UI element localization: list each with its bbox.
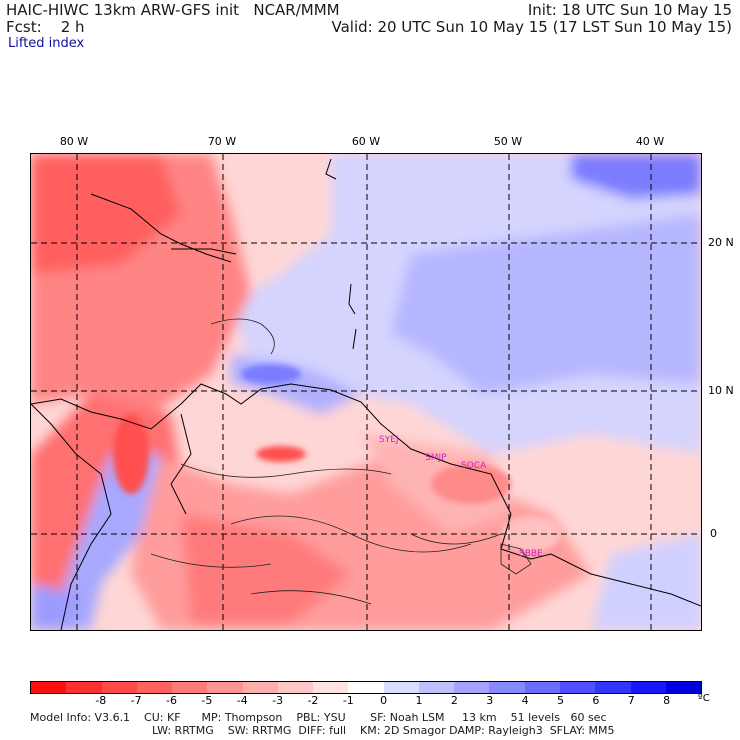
colorbar-tick-label: 8 [663,694,671,707]
station-sbbe: SBBE [519,549,543,559]
colorbar-swatch [665,682,702,693]
lat-label-0: 0 [710,527,717,540]
lat-label-20n: 20 N [708,236,734,249]
colorbar-tick-label: -8 [95,694,107,707]
colorbar-tick-label: 2 [450,694,458,707]
station-smjp: SMJP [425,453,447,463]
colorbar-tick-label: 0 [380,694,388,707]
colorbar-swatch [595,682,631,693]
colorbar-tick-label: 6 [592,694,600,707]
init-time: Init: 18 UTC Sun 10 May 15 [527,1,732,19]
coastlines [31,158,701,630]
colorbar-tick-label: -1 [342,694,354,707]
lon-label-40w: 40 W [635,135,665,148]
field-name: Lifted index [8,36,85,51]
colorbar-tick-label: -4 [236,694,248,707]
colorbar-tick-label: -5 [201,694,213,707]
colorbar-tick-label: -6 [165,694,177,707]
contours [150,318,532,605]
colorbar-swatch [313,682,349,693]
footer-physics-info: LW: RRTMG SW: RRTMG DIFF: full KM: 2D Sm… [152,724,615,737]
map-canvas: SYEJ SMJP SOCA SBBE [31,154,701,630]
colorbar-tick-label: -2 [307,694,319,707]
colorbar-swatch [242,682,278,693]
lon-label-60w: 60 W [351,135,381,148]
colorbar-tick-label: -7 [130,694,142,707]
colorbar-tick-label: 1 [415,694,423,707]
colorbar-tick-label: -3 [272,694,284,707]
colorbar-swatch [31,682,67,693]
colorbar-swatch [383,682,419,693]
colorbar-unit: ºC [698,693,710,704]
colorbar-swatch [454,682,490,693]
colorbar-swatch [101,682,137,693]
lifted-index-map: SYEJ SMJP SOCA SBBE [30,153,702,631]
colorbar-tick-label: 3 [486,694,494,707]
colorbar-swatch [489,682,525,693]
model-title: HAIC-HIWC 13km ARW-GFS init NCAR/MMM [6,1,340,19]
valid-time: Valid: 20 UTC Sun 10 May 15 (17 LST Sun … [331,18,732,36]
lat-label-10n: 10 N [708,384,734,397]
footer-model-info: Model Info: V3.6.1 CU: KF MP: Thompson P… [30,711,607,724]
header-right: Init: 18 UTC Sun 10 May 15 Valid: 20 UTC … [331,2,732,36]
station-syej: SYEJ [379,435,399,445]
colorbar-swatch [559,682,596,693]
colorbar-swatch [136,682,173,693]
colorbar-swatch [418,682,455,693]
colorbar-swatch [207,682,243,693]
station-soca: SOCA [461,461,487,471]
station-labels: SYEJ SMJP SOCA SBBE [379,435,543,559]
colorbar-ticks: -8 -7 -6 -5 -4 -3 -2 -1 0 1 2 3 4 5 6 7 8 [30,694,702,707]
colorbar-swatch [348,682,384,693]
colorbar-tick-label: 5 [557,694,565,707]
colorbar-tick-label: 4 [521,694,529,707]
colorbar-swatch [172,682,208,693]
colorbar-swatch [66,682,102,693]
field-shading [31,154,701,630]
colorbar-tick-label: 7 [627,694,635,707]
graticule [31,154,701,630]
colorbar [30,681,702,694]
colorbar-swatch [277,682,314,693]
lon-label-70w: 70 W [207,135,237,148]
field-detail [113,364,561,552]
colorbar-swatch [524,682,560,693]
header-left: HAIC-HIWC 13km ARW-GFS init NCAR/MMM Fcst… [6,2,340,36]
colorbar-swatch [630,682,666,693]
forecast-hour: Fcst: 2 h [6,18,85,36]
lon-label-50w: 50 W [493,135,523,148]
lon-label-80w: 80 W [59,135,89,148]
